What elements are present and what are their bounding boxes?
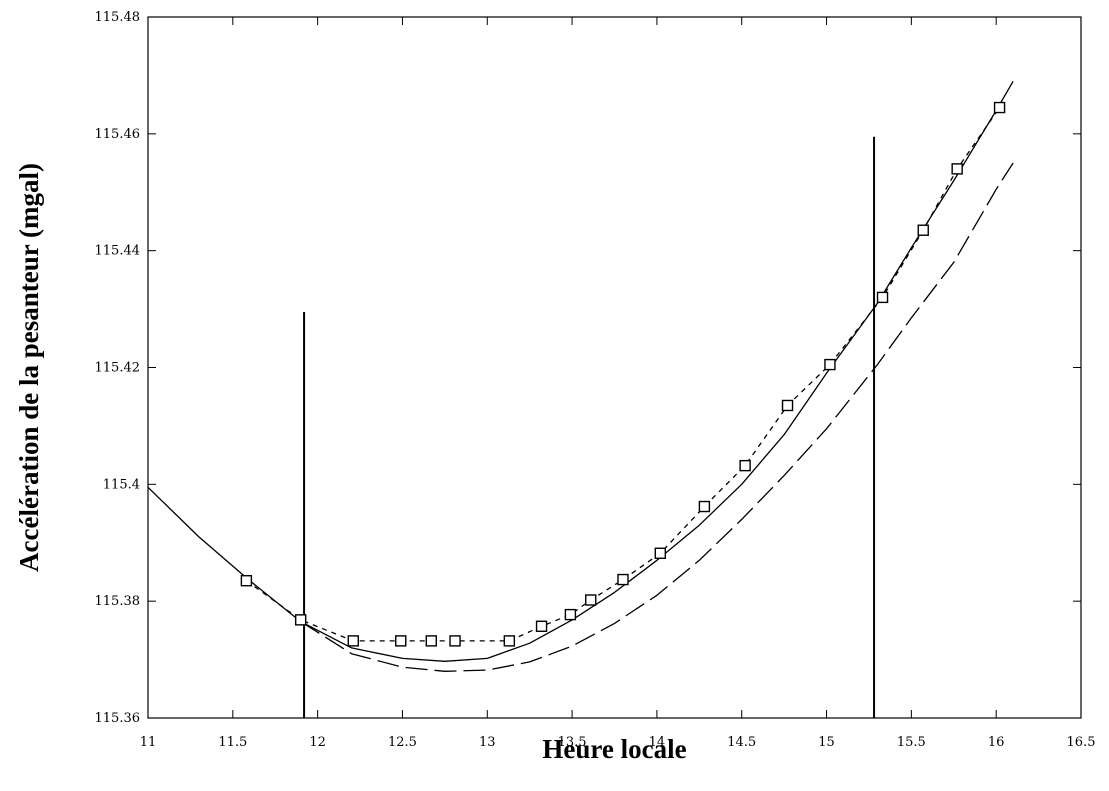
x-tick-label: 14 (649, 735, 666, 750)
square-marker (564, 608, 577, 621)
y-axis-ticks: 115.36 115.38 115.4 115.42 115.44 115.46 115.4… (95, 10, 1081, 726)
y-tick-label: 115.4 (103, 477, 140, 492)
x-tick-label: 13.5 (558, 735, 587, 750)
square-marker (993, 101, 1006, 114)
series-line-short-dash (246, 107, 1001, 642)
square-marker (824, 358, 836, 371)
square-marker (951, 163, 963, 175)
x-tick-label: 15.5 (897, 735, 926, 750)
x-tick-label: 11.5 (218, 735, 247, 750)
square-marker (395, 635, 407, 647)
y-tick-label: 115.46 (95, 127, 141, 142)
square-marker (739, 459, 751, 472)
series-layer (147, 80, 1014, 672)
x-axis-ticks: 11 11.5 12 12.5 13 13.5 14 14.5 15 15.5 16 16.5 (140, 17, 1096, 750)
square-marker (347, 635, 359, 647)
square-marker (535, 620, 548, 632)
x-tick-label: 16 (988, 735, 1005, 750)
square-marker (617, 573, 629, 586)
y-tick-label: 115.38 (95, 594, 141, 609)
x-tick-label: 12 (309, 735, 326, 750)
series-line-long-dash (300, 162, 1014, 672)
y-axis-title: Accélération de la pesanteur (mgal) (14, 163, 44, 572)
square-marker (294, 614, 307, 626)
x-tick-label: 11 (140, 735, 157, 750)
x-tick-label: 13 (479, 735, 496, 750)
square-marker (654, 547, 667, 559)
x-axis-title: Heure locale (542, 734, 686, 764)
square-marker (503, 635, 516, 647)
x-tick-label: 16.5 (1067, 735, 1096, 750)
vertical-markers (303, 136, 876, 718)
square-marker (876, 291, 889, 304)
x-tick-label: 12.5 (388, 735, 417, 750)
square-marker (917, 224, 929, 236)
square-marker (449, 635, 461, 647)
square-marker (781, 399, 794, 412)
y-tick-label: 115.44 (95, 244, 141, 259)
series-line-solid (147, 80, 1014, 662)
square-marker (240, 575, 253, 587)
y-tick-label: 115.48 (95, 10, 141, 25)
x-tick-label: 14.5 (727, 735, 756, 750)
y-tick-label: 115.36 (95, 711, 141, 726)
square-marker (698, 500, 711, 513)
x-tick-label: 15 (818, 735, 835, 750)
y-tick-label: 115.42 (95, 361, 141, 376)
square-marker (585, 594, 597, 606)
square-marker (425, 635, 437, 647)
